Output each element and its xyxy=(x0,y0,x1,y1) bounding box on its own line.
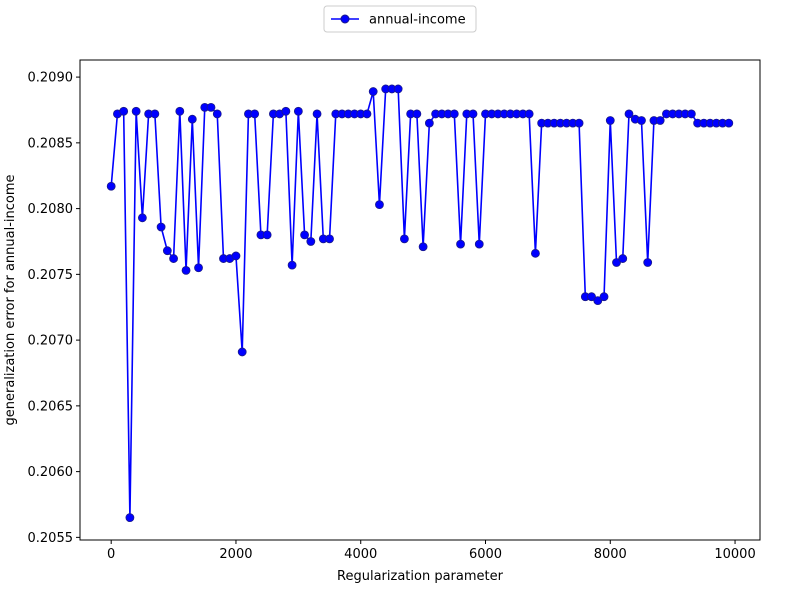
data-point xyxy=(686,109,696,119)
data-point xyxy=(368,87,378,96)
data-point xyxy=(194,263,203,273)
data-point xyxy=(643,258,653,267)
data-point xyxy=(212,109,222,119)
plot-area xyxy=(80,60,760,540)
x-tick-label: 10000 xyxy=(714,547,755,562)
data-point xyxy=(181,266,191,275)
data-point xyxy=(605,116,615,125)
data-point xyxy=(375,200,384,210)
data-point xyxy=(468,109,478,119)
data-point xyxy=(424,118,434,128)
data-point xyxy=(156,222,166,232)
x-tick-label: 6000 xyxy=(469,547,502,562)
data-point xyxy=(169,254,178,263)
data-point xyxy=(206,102,216,112)
x-tick-label: 0 xyxy=(107,547,115,562)
legend-label: annual-income xyxy=(369,13,466,28)
data-point xyxy=(362,109,372,119)
series-layer xyxy=(106,84,734,523)
data-point xyxy=(624,109,634,119)
data-point xyxy=(587,292,596,302)
data-point xyxy=(618,254,628,263)
data-point xyxy=(412,109,422,119)
legend-box xyxy=(323,5,477,33)
x-axis-label: Regularization parameter xyxy=(337,569,504,584)
data-point xyxy=(524,109,534,119)
data-point xyxy=(637,116,646,125)
data-point xyxy=(599,292,609,302)
data-point xyxy=(393,84,403,94)
data-point xyxy=(418,242,428,252)
legend-marker-swatch xyxy=(340,14,350,24)
data-point xyxy=(287,260,297,270)
series-line xyxy=(110,88,729,518)
data-point xyxy=(237,347,247,357)
data-point xyxy=(250,109,260,119)
x-tick-label: 8000 xyxy=(594,547,627,562)
x-tick-label: 2000 xyxy=(219,547,252,562)
legend: annual-income xyxy=(323,5,477,33)
x-axis: 0 2000 4000 6000 8000 10000 xyxy=(107,540,756,562)
plot-frame xyxy=(79,59,761,541)
data-point xyxy=(306,237,316,246)
data-point xyxy=(449,109,459,119)
data-point xyxy=(106,181,116,191)
data-point xyxy=(175,106,185,116)
data-point xyxy=(300,230,309,240)
y-tick-label: 0.2075 xyxy=(28,268,74,283)
data-point xyxy=(150,109,160,119)
data-point xyxy=(293,106,303,116)
x-tick-label: 4000 xyxy=(344,547,377,562)
data-point xyxy=(474,239,484,249)
y-tick-label: 0.2070 xyxy=(28,334,74,349)
data-point xyxy=(162,246,172,256)
y-axis-label: generalization error for annual-income xyxy=(3,174,18,425)
data-point xyxy=(456,239,465,249)
y-tick-label: 0.2065 xyxy=(28,399,74,414)
data-point xyxy=(325,234,334,244)
data-point xyxy=(655,116,665,125)
data-point xyxy=(593,296,603,306)
y-axis: 0.2055 0.2060 0.2065 0.2070 0.2075 0.2080 0.20… xyxy=(28,71,80,546)
data-point xyxy=(131,106,141,116)
y-tick-label: 0.2085 xyxy=(28,136,74,151)
data-point xyxy=(137,213,147,223)
data-point xyxy=(612,258,621,267)
data-point xyxy=(119,106,129,116)
data-point xyxy=(312,109,322,119)
data-point xyxy=(231,251,241,261)
data-point xyxy=(262,230,272,240)
y-tick-label: 0.2090 xyxy=(28,71,74,86)
data-point xyxy=(187,114,197,124)
data-point xyxy=(531,248,540,258)
data-point xyxy=(574,118,584,128)
data-point xyxy=(125,513,135,523)
data-point xyxy=(724,118,734,128)
y-tick-label: 0.2055 xyxy=(28,531,74,546)
y-tick-label: 0.2060 xyxy=(28,465,74,480)
y-tick-label: 0.2080 xyxy=(28,202,74,217)
data-point xyxy=(400,234,409,244)
data-point xyxy=(281,106,291,116)
